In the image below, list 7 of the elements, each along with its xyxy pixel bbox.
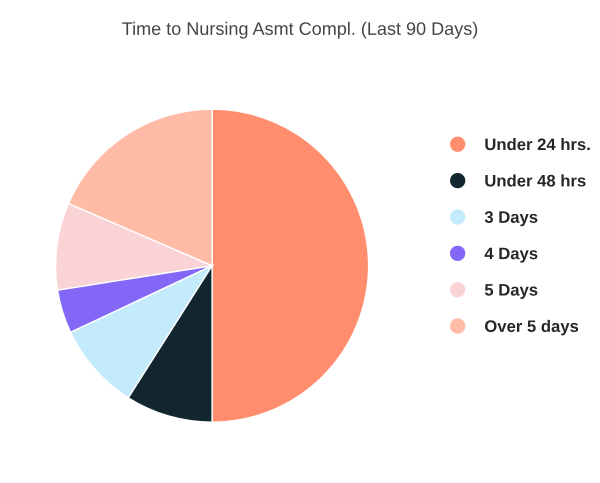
legend-label: 3 Days	[484, 211, 538, 226]
legend-label: 5 Days	[484, 284, 538, 299]
chart-title: Time to Nursing Asmt Compl. (Last 90 Days)	[122, 22, 478, 39]
legend-label: Over 5 days	[485, 320, 578, 336]
legend-label: Under 48 hrs	[485, 174, 586, 187]
legend-label: Under 24 hrs.	[485, 138, 590, 150]
legend-label: 4 Days	[484, 248, 538, 263]
